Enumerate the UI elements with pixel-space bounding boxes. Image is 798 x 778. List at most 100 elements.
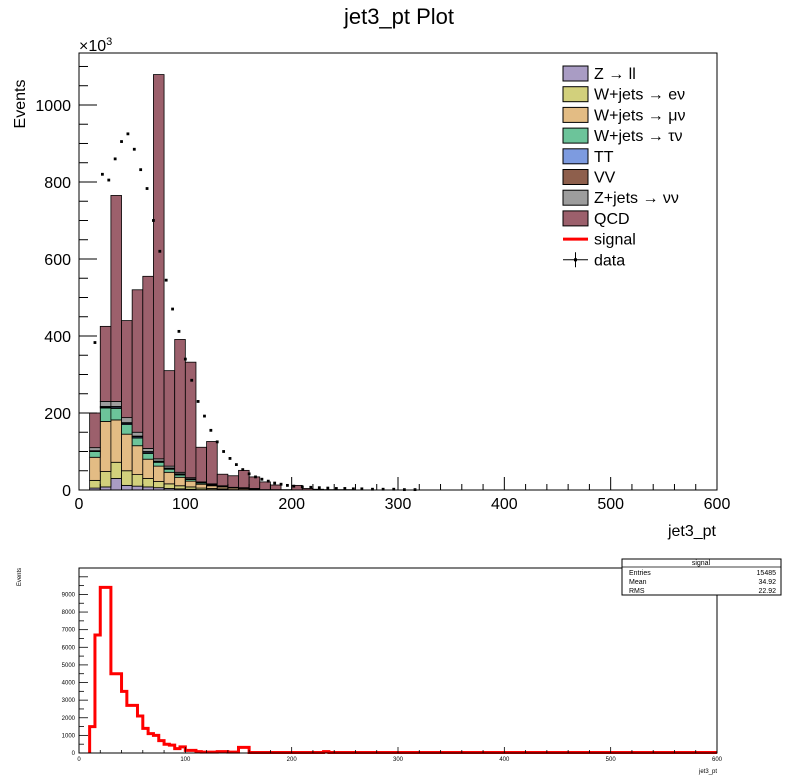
bottom-frame (78, 567, 718, 754)
bottom-y-tick-label-9: 9000 (62, 592, 76, 598)
stack-bar-2-0 (89, 456, 101, 481)
data-point-18 (209, 428, 213, 432)
stats-box-frame (621, 558, 782, 596)
x-tick-label-0: 0 (75, 496, 84, 513)
data-point-14 (183, 357, 187, 361)
data-point-30 (286, 483, 289, 487)
stack-bar-6-2 (110, 401, 122, 407)
stats-rms-value: 22.92 (758, 588, 776, 595)
legend-label-6: Z+jets → νν (594, 190, 679, 207)
legend: Z → ll W+jets → eν W+jets → μν W+jets → τν T… (562, 65, 685, 269)
stack-bar-7-0 (89, 412, 101, 449)
stack-bar-7-6 (153, 74, 165, 460)
stack-bar-2-3 (121, 433, 133, 472)
stack-bar-3-2 (110, 407, 122, 421)
stack-bar-1-5 (142, 478, 154, 488)
data-point-3 (113, 157, 117, 161)
stack-bar-7-17 (269, 484, 282, 491)
data-point-31 (292, 484, 296, 488)
stack-bar-1-8 (174, 485, 186, 490)
data-points (93, 132, 417, 492)
stack-bar-7-9 (184, 361, 197, 479)
data-point-22 (234, 463, 238, 466)
stats-rms-label: RMS (629, 588, 645, 595)
stack-bar-7-7 (163, 370, 176, 467)
data-point-32 (300, 485, 304, 489)
stack-bar-7-8 (174, 339, 186, 473)
x-tick-label-4: 400 (491, 496, 518, 513)
legend-label-8: signal (594, 232, 636, 249)
data-point-1 (100, 172, 104, 176)
bottom-x-tick-label-1: 100 (180, 757, 191, 763)
stack-bar-3-0 (89, 451, 101, 458)
bottom-y-tick-label-2: 2000 (62, 716, 76, 722)
bottom-x-tick-label-2: 200 (287, 757, 298, 763)
data-point-6 (132, 147, 136, 151)
stack-bar-0-3 (121, 484, 133, 491)
data-point-5 (126, 132, 130, 136)
legend-label-2: W+jets → μν (594, 107, 685, 124)
data-point-7 (139, 168, 143, 172)
data-point-0 (93, 341, 97, 344)
legend-label-9: data (594, 252, 625, 269)
bottom-y-axis-label: Events (17, 568, 23, 586)
data-point-38 (351, 487, 355, 491)
signal-plot-pad: Events jet3_pt 0 100 200 300 400 500 600010002… (17, 558, 782, 775)
y-axis-multiplier: ×103 (79, 36, 112, 55)
stack-bar-1-3 (121, 470, 133, 486)
data-point-35 (326, 486, 330, 490)
bottom-y-tick-label-7: 7000 (62, 628, 76, 634)
data-point-33 (309, 485, 313, 489)
stats-entries-label: Entries (629, 570, 651, 577)
legend-label-4: TT (594, 149, 614, 166)
signal-step-line (88, 585, 717, 754)
x-tick-label-3: 300 (385, 496, 412, 513)
bottom-axes: 0 100 200 300 400 500 600010002000300040005000… (62, 567, 723, 763)
y-axis-label: Events (12, 80, 29, 129)
stack-bar-2-2 (110, 419, 122, 463)
data-point-36 (334, 487, 338, 490)
y-tick-label-2: 400 (44, 329, 71, 346)
x-tick-label-6: 600 (704, 496, 731, 513)
stack-bar-2-1 (99, 421, 112, 472)
stack-bar-2-7 (163, 471, 176, 485)
data-point-34 (317, 486, 321, 490)
x-tick-label-1: 100 (172, 496, 199, 513)
data-point-20 (222, 450, 226, 453)
stack-bar-6-1 (99, 401, 112, 407)
data-point-2 (107, 178, 111, 182)
bottom-y-tick-label-8: 8000 (62, 610, 76, 616)
data-point-4 (120, 140, 123, 143)
stack-bar-3-3 (121, 424, 133, 435)
data-point-16 (196, 400, 200, 403)
stack-bar-3-7 (163, 468, 176, 473)
stack-bar-7-14 (238, 469, 250, 489)
x-axis-label: jet3_pt (667, 523, 717, 540)
data-point-12 (171, 307, 174, 311)
data-point-23 (241, 468, 245, 471)
stack-bar-1-4 (131, 474, 144, 487)
stack-bar-1-6 (153, 481, 165, 489)
stacked-histogram (89, 74, 356, 491)
legend-swatch-6 (562, 189, 589, 206)
stack-bar-2-5 (142, 458, 154, 479)
stats-box: signal Entries 15485 Mean 34.92 RMS 22.9… (621, 558, 782, 596)
data-point-28 (273, 481, 277, 485)
bottom-y-tick-label-3: 3000 (62, 698, 76, 704)
data-point-42 (392, 487, 396, 491)
data-point-13 (177, 329, 181, 333)
bottom-y-tick-label-1: 1000 (62, 733, 76, 739)
data-point-10 (158, 249, 162, 253)
bottom-y-tick-label-4: 4000 (62, 681, 76, 687)
stack-bar-3-5 (142, 453, 154, 460)
stack-bar-7-11 (206, 441, 218, 485)
stats-mean-value: 34.92 (758, 579, 776, 586)
stack-bar-0-2 (110, 478, 122, 491)
data-point-39 (360, 487, 364, 491)
stack-bar-3-6 (153, 461, 165, 467)
stack-bar-7-15 (248, 476, 261, 489)
stack-bar-2-8 (174, 476, 186, 487)
stack-bar-2-10 (195, 483, 207, 489)
bottom-y-tick-label-0: 0 (72, 751, 76, 757)
stack-bar-2-4 (131, 445, 144, 475)
